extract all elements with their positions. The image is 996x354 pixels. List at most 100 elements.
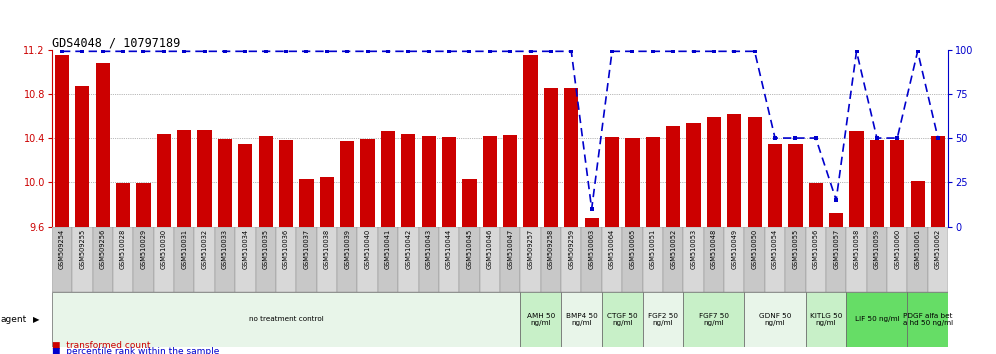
Bar: [683, 292, 744, 347]
Bar: [300, 179, 314, 227]
Bar: [683, 227, 704, 292]
Bar: [320, 177, 334, 227]
Bar: [931, 136, 945, 227]
Bar: [707, 117, 721, 227]
Text: GSM510039: GSM510039: [345, 229, 351, 269]
Text: KITLG 50
ng/ml: KITLG 50 ng/ml: [810, 313, 843, 326]
Bar: [826, 227, 847, 292]
Text: GSM510042: GSM510042: [405, 229, 411, 269]
Bar: [765, 227, 785, 292]
Bar: [541, 227, 561, 292]
Bar: [524, 55, 538, 227]
Bar: [480, 227, 500, 292]
Text: GSM510056: GSM510056: [813, 229, 819, 269]
Text: GSM510032: GSM510032: [201, 229, 207, 269]
Text: GSM510061: GSM510061: [914, 229, 920, 269]
Bar: [582, 227, 602, 292]
Bar: [421, 136, 436, 227]
Text: GSM510036: GSM510036: [283, 229, 289, 269]
Bar: [642, 292, 683, 347]
Bar: [276, 227, 296, 292]
Bar: [153, 227, 174, 292]
Bar: [235, 227, 256, 292]
Text: GSM510035: GSM510035: [263, 229, 269, 269]
Bar: [744, 292, 806, 347]
Bar: [197, 130, 212, 227]
Bar: [279, 140, 293, 227]
Text: ■  percentile rank within the sample: ■ percentile rank within the sample: [52, 347, 219, 354]
Text: GSM510065: GSM510065: [629, 229, 635, 269]
Bar: [666, 126, 680, 227]
Bar: [806, 292, 847, 347]
Bar: [785, 227, 806, 292]
Text: GSM510063: GSM510063: [589, 229, 595, 269]
Bar: [418, 227, 439, 292]
Bar: [870, 140, 884, 227]
Bar: [136, 183, 150, 227]
Bar: [96, 63, 110, 227]
Bar: [177, 130, 191, 227]
Text: GDNF 50
ng/ml: GDNF 50 ng/ml: [759, 313, 791, 326]
Text: FGF2 50
ng/ml: FGF2 50 ng/ml: [648, 313, 678, 326]
Text: GSM510030: GSM510030: [160, 229, 167, 269]
Bar: [174, 227, 194, 292]
Text: GSM510053: GSM510053: [690, 229, 696, 269]
Bar: [337, 227, 358, 292]
Text: GSM510054: GSM510054: [772, 229, 778, 269]
Bar: [605, 137, 620, 227]
Bar: [459, 227, 480, 292]
Bar: [218, 139, 232, 227]
Bar: [439, 227, 459, 292]
Bar: [847, 227, 867, 292]
Bar: [544, 88, 558, 227]
Bar: [259, 136, 273, 227]
Bar: [52, 292, 520, 347]
Bar: [358, 227, 377, 292]
Bar: [442, 137, 456, 227]
Bar: [401, 134, 415, 227]
Bar: [748, 117, 762, 227]
Bar: [561, 292, 602, 347]
Bar: [907, 227, 928, 292]
Text: GDS4048 / 10797189: GDS4048 / 10797189: [52, 36, 180, 50]
Bar: [686, 122, 700, 227]
Text: GSM510057: GSM510057: [833, 229, 840, 269]
Bar: [55, 55, 69, 227]
Bar: [561, 227, 582, 292]
Bar: [910, 181, 924, 227]
Text: GSM510043: GSM510043: [425, 229, 431, 269]
Bar: [907, 292, 948, 347]
Text: BMP4 50
ng/ml: BMP4 50 ng/ml: [566, 313, 598, 326]
Text: GSM510062: GSM510062: [935, 229, 941, 269]
Text: GSM510038: GSM510038: [324, 229, 330, 269]
Bar: [398, 227, 418, 292]
Bar: [52, 227, 72, 292]
Bar: [788, 144, 803, 227]
Text: CTGF 50
ng/ml: CTGF 50 ng/ml: [607, 313, 637, 326]
Bar: [503, 135, 517, 227]
Bar: [72, 227, 93, 292]
Text: GSM510028: GSM510028: [121, 229, 126, 269]
Text: GSM510064: GSM510064: [609, 229, 616, 269]
Bar: [602, 227, 622, 292]
Text: GSM510040: GSM510040: [365, 229, 371, 269]
Bar: [928, 227, 948, 292]
Text: ■  transformed count: ■ transformed count: [52, 342, 150, 350]
Text: GSM510033: GSM510033: [222, 229, 228, 269]
Bar: [585, 218, 599, 227]
Text: ▶: ▶: [33, 315, 40, 324]
Text: GSM510034: GSM510034: [242, 229, 248, 269]
Bar: [113, 227, 133, 292]
Bar: [829, 213, 844, 227]
Bar: [133, 227, 153, 292]
Bar: [622, 227, 642, 292]
Text: GSM510041: GSM510041: [384, 229, 391, 269]
Text: GSM510037: GSM510037: [304, 229, 310, 269]
Text: GSM510031: GSM510031: [181, 229, 187, 269]
Bar: [215, 227, 235, 292]
Text: GSM510045: GSM510045: [466, 229, 472, 269]
Text: PDGF alfa bet
a hd 50 ng/ml: PDGF alfa bet a hd 50 ng/ml: [902, 313, 953, 326]
Text: AMH 50
ng/ml: AMH 50 ng/ml: [527, 313, 555, 326]
Bar: [256, 227, 276, 292]
Bar: [296, 227, 317, 292]
